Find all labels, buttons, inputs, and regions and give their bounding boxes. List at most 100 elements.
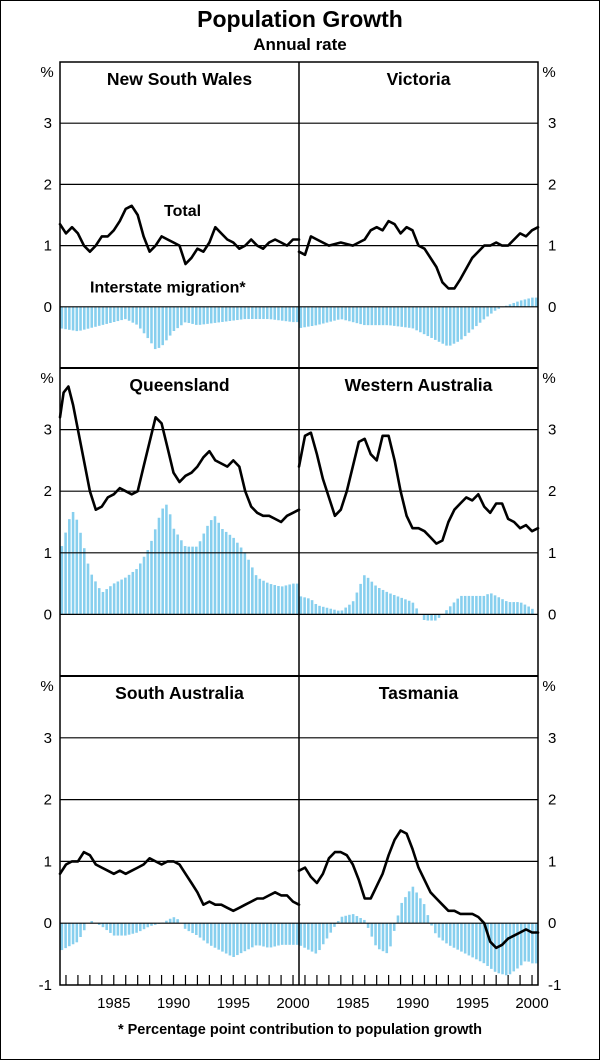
migration-bar <box>75 923 79 943</box>
migration-bar <box>516 602 519 615</box>
migration-bar <box>284 306 288 322</box>
migration-bar <box>180 306 183 326</box>
panel-title: Queensland <box>129 375 229 395</box>
migration-bar <box>269 923 273 948</box>
x-tick-label: 1990 <box>396 995 429 1012</box>
migration-bar <box>258 578 262 615</box>
migration-bar <box>430 306 433 338</box>
migration-bar <box>303 923 306 948</box>
migration-bar <box>109 923 112 933</box>
migration-bar <box>333 923 336 927</box>
migration-bar <box>112 306 116 322</box>
migration-bar <box>86 306 90 329</box>
migration-bar <box>411 306 415 329</box>
y-tick-label: 3 <box>44 115 52 132</box>
migration-bar <box>452 602 456 615</box>
migration-bar <box>120 579 123 615</box>
panel-title: New South Wales <box>107 69 252 89</box>
migration-bar <box>97 588 101 615</box>
migration-bar <box>307 306 310 327</box>
migration-bar <box>374 585 377 615</box>
migration-bar <box>97 923 101 925</box>
migration-bar <box>180 540 183 615</box>
migration-bar <box>172 917 176 924</box>
migration-bar <box>512 602 516 615</box>
y-tick-label: 1 <box>44 238 52 255</box>
migration-bar <box>295 306 299 323</box>
migration-bar <box>471 306 474 330</box>
migration-bar <box>527 298 530 307</box>
migration-bar <box>351 601 355 615</box>
y-tick-label: 1 <box>548 853 556 870</box>
migration-bar <box>295 583 299 615</box>
migration-bar <box>475 595 478 615</box>
migration-bar <box>198 541 202 615</box>
migration-bar <box>139 923 142 932</box>
migration-bar <box>209 923 213 946</box>
migration-bar <box>508 923 512 975</box>
migration-bar <box>303 306 306 328</box>
migration-bar <box>422 614 426 620</box>
migration-bar <box>374 923 377 946</box>
migration-bar <box>251 923 254 948</box>
migration-bar <box>191 923 194 934</box>
migration-bar <box>127 923 131 935</box>
migration-bar <box>531 297 534 307</box>
migration-bar <box>404 599 407 615</box>
y-unit-label: % <box>40 64 53 81</box>
migration-bar <box>206 525 209 615</box>
migration-bar <box>490 593 493 615</box>
y-tick-label: 2 <box>44 792 52 809</box>
migration-bar <box>396 915 400 924</box>
y-tick-label: 3 <box>44 422 52 439</box>
migration-bar <box>90 921 94 924</box>
migration-bar <box>243 552 247 615</box>
migration-bar <box>236 306 239 321</box>
y-tick-label: 2 <box>548 792 556 809</box>
migration-bar <box>378 923 381 950</box>
migration-bar <box>168 306 172 336</box>
migration-bar <box>493 595 497 615</box>
migration-bar <box>359 583 362 615</box>
migration-bar <box>370 306 374 326</box>
y-tick-label: 0 <box>44 915 52 932</box>
migration-bar <box>221 306 224 322</box>
migration-bar <box>247 559 250 615</box>
migration-bar <box>299 306 303 328</box>
migration-bar <box>224 306 228 322</box>
panel-title: South Australia <box>115 683 244 703</box>
migration-bar <box>157 306 161 348</box>
migration-bar <box>486 306 489 317</box>
migration-bar <box>516 923 519 969</box>
migration-bar <box>71 306 75 331</box>
migration-bar <box>385 591 389 615</box>
y-tick-label: 0 <box>44 606 52 623</box>
migration-bar <box>232 923 235 957</box>
migration-bar <box>109 306 112 323</box>
migration-bar <box>195 546 198 615</box>
migration-bar <box>292 583 295 615</box>
migration-bar <box>217 522 220 615</box>
migration-bar <box>124 923 127 936</box>
migration-bar <box>463 595 467 615</box>
migration-bar <box>329 608 333 615</box>
migration-bar <box>523 299 527 307</box>
total-line <box>297 219 540 290</box>
migration-bar <box>288 584 291 615</box>
panel-victoria: Victoria 3 2 1 0% <box>297 64 556 346</box>
migration-bar <box>161 306 164 346</box>
migration-bar <box>478 595 482 615</box>
migration-bar <box>415 608 418 615</box>
migration-bar <box>445 306 448 346</box>
migration-bar <box>497 306 501 309</box>
migration-bar <box>236 923 239 956</box>
migration-bar <box>348 604 351 615</box>
migration-bar <box>493 306 497 311</box>
migration-bar <box>478 923 482 962</box>
migration-bar <box>243 306 247 320</box>
migration-bar <box>116 306 120 322</box>
total-line <box>297 431 540 545</box>
migration-bar <box>501 599 504 615</box>
migration-bar <box>206 306 209 324</box>
